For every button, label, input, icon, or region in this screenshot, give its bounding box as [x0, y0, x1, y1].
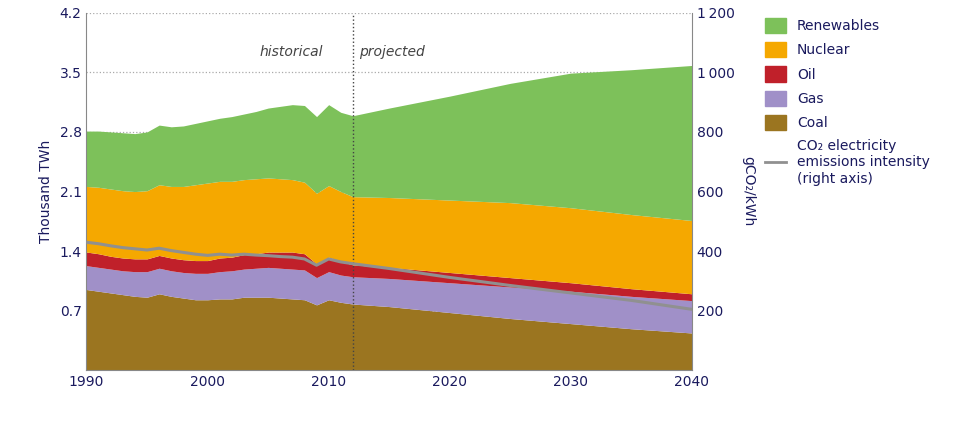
Text: projected: projected [358, 45, 425, 59]
Y-axis label: gCO₂/kWh: gCO₂/kWh [742, 157, 755, 226]
Y-axis label: Thousand TWh: Thousand TWh [38, 140, 53, 243]
Legend: Renewables, Nuclear, Oil, Gas, Coal, CO₂ electricity
emissions intensity
(right : Renewables, Nuclear, Oil, Gas, Coal, CO₂… [759, 12, 935, 191]
Text: historical: historical [259, 45, 323, 59]
